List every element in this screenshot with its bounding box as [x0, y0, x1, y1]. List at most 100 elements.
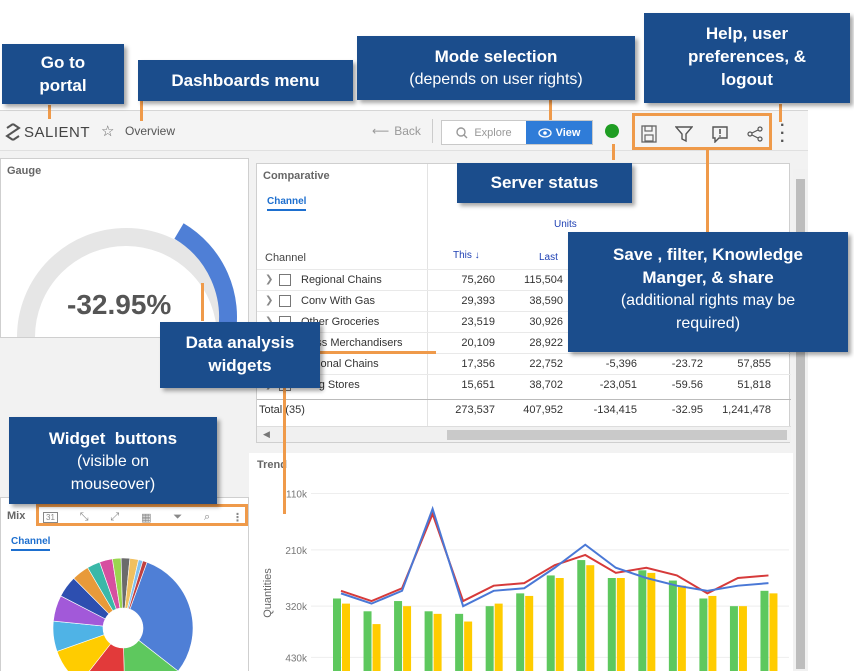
- total-last: 407,952: [523, 404, 563, 416]
- widget-buttons-highlight: [36, 504, 248, 526]
- last-column-header[interactable]: Last: [539, 252, 558, 263]
- row-channel-name: Mass Merchandisers: [301, 337, 403, 349]
- trend-bar[interactable]: [607, 578, 616, 671]
- trend-bar[interactable]: [546, 575, 555, 671]
- channel-column-header[interactable]: Channel: [265, 252, 306, 264]
- expand-row-icon[interactable]: ❯: [265, 316, 273, 327]
- more-icon[interactable]: ⋮: [231, 511, 243, 524]
- row-channel-name: National Chains: [301, 358, 379, 370]
- row-checkbox[interactable]: [279, 274, 291, 286]
- logo-text: SALIENT: [24, 123, 91, 141]
- trend-bar[interactable]: [647, 572, 656, 671]
- expand-row-icon[interactable]: ❯: [265, 274, 274, 285]
- trend-bar[interactable]: [708, 595, 717, 671]
- share-icon[interactable]: [747, 126, 763, 142]
- save-icon[interactable]: [641, 125, 657, 143]
- expand-row-icon[interactable]: ❯: [265, 295, 274, 306]
- tab-channel[interactable]: Channel: [267, 196, 307, 211]
- trend-bar[interactable]: [372, 624, 381, 671]
- arrow-left-icon: ⟵: [372, 124, 390, 138]
- table-row[interactable]: ❯National Chains17,35622,752-5,396-23.72…: [257, 353, 791, 374]
- trend-bar[interactable]: [342, 603, 350, 671]
- trend-bar[interactable]: [455, 613, 464, 671]
- trend-bar[interactable]: [363, 611, 372, 671]
- knowledge-manager-icon[interactable]: [711, 125, 729, 143]
- trend-title: Trend: [257, 459, 287, 471]
- callout-save-title: Save , filter, Knowledge Manger, & share: [613, 245, 803, 287]
- row-this-value: 20,109: [461, 337, 495, 349]
- trend-bar[interactable]: [616, 578, 625, 671]
- collapse-icon[interactable]: ⤢: [110, 510, 120, 523]
- comparative-widget: Comparative Channel Units Channel This ↓…: [256, 163, 791, 443]
- row-last-value: 22,752: [529, 358, 563, 370]
- vertical-scroll-thumb[interactable]: [796, 179, 805, 669]
- total-other: 1,241,478: [722, 404, 771, 416]
- trend-bar[interactable]: [394, 601, 403, 671]
- grid-icon[interactable]: ▦: [141, 511, 152, 524]
- pie-slice[interactable]: [123, 639, 179, 671]
- table-row[interactable]: ❯ Conv With Gas 29,393 38,590: [257, 290, 791, 311]
- trend-bar[interactable]: [433, 613, 442, 671]
- trend-bar[interactable]: [586, 565, 595, 671]
- pie-slice[interactable]: [128, 560, 148, 610]
- y-tick-label: 110k: [286, 489, 308, 500]
- pie-slice[interactable]: [129, 561, 194, 671]
- row-this-value: 15,651: [461, 379, 495, 391]
- trend-bar[interactable]: [760, 590, 769, 671]
- table-row[interactable]: ❯ Regional Chains 75,260 115,504: [257, 269, 791, 290]
- trend-widget: Trend Quantities 430k 320k 210k 110k: [249, 453, 794, 671]
- table-row[interactable]: ❯ Other Groceries 23,519 30,926: [257, 311, 791, 332]
- trend-bar[interactable]: [699, 598, 708, 671]
- total-label: Total (35): [259, 404, 305, 416]
- search-icon[interactable]: ⌕: [203, 510, 211, 523]
- pie-slice[interactable]: [80, 643, 125, 671]
- trend-bar[interactable]: [555, 578, 564, 671]
- row-this-value: 29,393: [461, 295, 495, 307]
- trend-bar[interactable]: [638, 570, 647, 671]
- more-options-icon[interactable]: · · ·: [780, 117, 786, 150]
- connector: [612, 144, 615, 160]
- trend-bar[interactable]: [525, 595, 534, 671]
- row-last-value: 115,504: [524, 274, 563, 286]
- trend-bar[interactable]: [403, 606, 412, 671]
- favorite-star-icon[interactable]: ☆: [101, 123, 115, 140]
- total-change-pct: -32.95: [671, 404, 703, 416]
- row-other-value: 51,818: [737, 379, 771, 391]
- explore-mode-button[interactable]: Explore: [442, 121, 526, 144]
- connector: [706, 150, 709, 234]
- trend-bar[interactable]: [738, 606, 747, 671]
- trend-bar[interactable]: [677, 585, 686, 671]
- trend-bar[interactable]: [516, 593, 525, 671]
- trend-bar[interactable]: [494, 603, 503, 671]
- view-mode-button[interactable]: View: [526, 121, 592, 144]
- horizontal-scrollbar[interactable]: ◀: [257, 426, 791, 442]
- calendar-icon[interactable]: 31: [43, 511, 58, 523]
- trend-bar[interactable]: [729, 606, 738, 671]
- trend-bar[interactable]: [577, 560, 586, 671]
- trend-line[interactable]: [340, 505, 769, 608]
- callout-help: Help, user preferences, & logout: [644, 13, 850, 103]
- trend-bar[interactable]: [464, 621, 473, 671]
- portal-logo[interactable]: SALIENT: [5, 122, 90, 142]
- row-checkbox[interactable]: [279, 295, 291, 307]
- total-row: Total (35) 273,537 407,952 -134,415 -32.95 1,…: [257, 399, 791, 420]
- y-tick-label: 320k: [285, 602, 308, 613]
- connector: [779, 104, 782, 122]
- this-column-header[interactable]: This ↓: [453, 250, 480, 261]
- trend-bar[interactable]: [485, 606, 494, 671]
- trend-bar[interactable]: [333, 598, 341, 671]
- table-row[interactable]: ❯Drug Stores15,65138,702-23,051-59.5651,…: [257, 374, 791, 395]
- filter-icon[interactable]: ⏷: [173, 510, 183, 523]
- row-change-pct: -59.56: [671, 379, 703, 391]
- widget-buttons: 31 ⤡ ⤢ ▦ ⏷ ⌕ ⋮: [43, 508, 243, 526]
- scroll-left-icon[interactable]: ◀: [263, 429, 270, 439]
- trend-bar[interactable]: [668, 580, 677, 671]
- trend-bar[interactable]: [769, 593, 778, 671]
- filter-icon[interactable]: [675, 125, 693, 143]
- tab-channel[interactable]: Channel: [11, 536, 51, 551]
- scroll-thumb[interactable]: [447, 430, 787, 440]
- back-button[interactable]: ⟵ Back: [372, 124, 421, 138]
- expand-icon[interactable]: ⤡: [79, 510, 89, 523]
- dashboards-menu[interactable]: Overview: [125, 124, 176, 138]
- trend-bar[interactable]: [424, 611, 433, 671]
